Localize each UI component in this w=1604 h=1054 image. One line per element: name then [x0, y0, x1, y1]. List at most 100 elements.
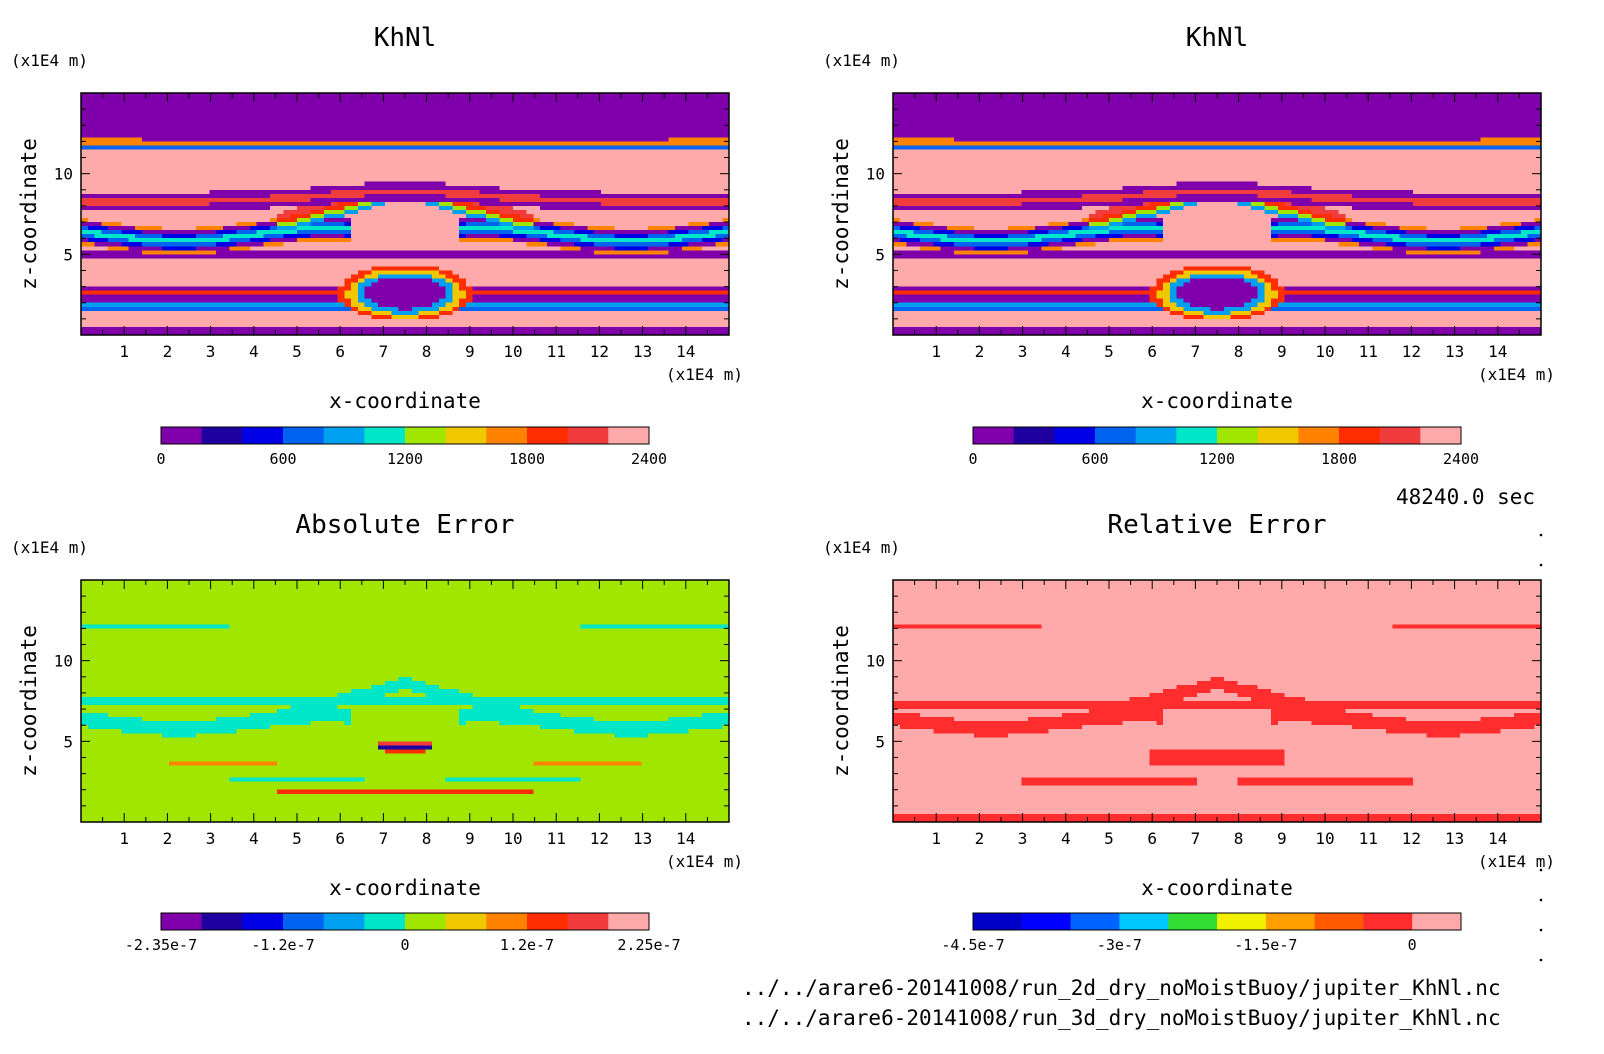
heatmap-cell	[141, 137, 669, 142]
colorbar-swatch	[1013, 427, 1055, 444]
heatmap-cell	[1142, 189, 1292, 195]
heatmap-cell	[378, 278, 433, 284]
heatmap-cell	[1136, 205, 1157, 211]
heatmap-cell	[81, 197, 312, 203]
heatmap-cell	[1412, 189, 1542, 195]
heatmap-cell	[1399, 234, 1427, 239]
heatmap-cell	[1493, 246, 1515, 251]
heatmap-cell	[1250, 282, 1265, 288]
heatmap-cell	[209, 189, 332, 195]
heatmap-cell	[893, 761, 1151, 767]
heatmap-cell	[459, 298, 474, 304]
heatmap-cell	[1095, 209, 1124, 215]
heatmap-cell	[256, 222, 278, 227]
heatmap-cell	[337, 294, 345, 300]
heatmap-cell	[893, 600, 1542, 605]
heatmap-cell	[357, 286, 366, 292]
heatmap-cell	[452, 306, 460, 312]
heatmap-cell	[445, 290, 453, 296]
heatmap-cell	[1264, 290, 1279, 296]
heatmap-cell	[560, 238, 582, 243]
heatmap-cell	[893, 141, 1542, 147]
heatmap-cell	[499, 222, 514, 227]
colorbar-swatch	[242, 913, 284, 930]
colorbar-swatch	[973, 427, 1015, 444]
heatmap-cell	[893, 785, 1542, 791]
heatmap-cell	[81, 306, 352, 312]
heatmap-cell	[1345, 226, 1353, 231]
heatmap-cell	[893, 101, 1542, 106]
heatmap-cell	[290, 705, 339, 710]
heatmap-cell	[364, 193, 447, 199]
heatmap-cell	[1311, 218, 1326, 223]
heatmap-cell	[893, 153, 1542, 159]
heatmap-cell	[1109, 222, 1124, 227]
heatmap-cell	[81, 218, 89, 223]
heatmap-cell	[893, 656, 1542, 662]
heatmap-cell	[587, 226, 615, 231]
heatmap-cell	[465, 209, 487, 215]
x-tick-label: 1	[119, 342, 129, 361]
x-tick-label: 2	[163, 342, 173, 361]
x-axis-label: x-coordinate	[329, 389, 481, 413]
y-tick-label: 10	[866, 652, 885, 671]
heatmap-cell	[371, 306, 399, 312]
heatmap-cell	[1257, 278, 1265, 284]
heatmap-cell	[1156, 214, 1279, 219]
heatmap-cell	[893, 813, 1542, 819]
heatmap-cell	[1271, 302, 1279, 308]
margin-dot	[1539, 958, 1543, 962]
heatmap-cell	[1021, 201, 1144, 207]
heatmap-cell	[472, 201, 480, 207]
heatmap-cell	[681, 246, 703, 251]
heatmap-cells	[893, 93, 1542, 336]
heatmap-cell	[459, 222, 467, 227]
heatmap-cell	[722, 725, 730, 730]
heatmap-cell	[141, 717, 217, 722]
footer-path-2: ../../arare6-20141008/run_3d_dry_noMoist…	[742, 1006, 1501, 1030]
heatmap-cell	[1136, 209, 1157, 215]
heatmap-cell	[893, 306, 1164, 312]
heatmap-cell	[351, 222, 460, 227]
heatmap-cell	[1534, 238, 1542, 243]
heatmap-cell	[1156, 278, 1171, 284]
heatmap-cell	[1149, 749, 1286, 755]
heatmap-cell	[1426, 226, 1461, 231]
heatmap-cell	[1271, 688, 1542, 694]
heatmap-cell	[432, 274, 447, 280]
x-tick-label: 12	[1402, 342, 1421, 361]
heatmap-cell	[351, 306, 359, 312]
x-axis-label: x-coordinate	[1141, 876, 1293, 900]
heatmap-cell	[1257, 684, 1542, 690]
y-unit-label: (x1E4 m)	[11, 538, 88, 557]
heatmap-cell	[324, 209, 345, 215]
heatmap-cell	[162, 234, 197, 239]
heatmap-cell	[81, 616, 730, 621]
heatmap-cell	[1068, 230, 1110, 235]
heatmap-cell	[459, 218, 487, 223]
heatmap-cell	[893, 737, 1542, 742]
heatmap-cell	[81, 157, 730, 163]
heatmap-cell	[648, 234, 676, 239]
heatmap-cell	[893, 749, 1151, 755]
heatmap-cell	[1264, 286, 1272, 292]
heatmap-cell	[722, 218, 730, 223]
heatmap-cell	[81, 757, 730, 763]
heatmap-cell	[216, 250, 595, 255]
x-tick-label: 1	[119, 829, 129, 848]
heatmap-cell	[1082, 193, 1178, 199]
heatmap-cell	[1257, 294, 1265, 300]
heatmap-cell	[337, 692, 386, 698]
heatmap-cell	[81, 805, 730, 811]
heatmap-cell	[1325, 238, 1353, 243]
heatmap-cell	[1358, 234, 1400, 239]
heatmap-cell	[893, 644, 1542, 650]
heatmap-cell	[310, 222, 345, 227]
heatmap-cell	[1237, 201, 1252, 207]
heatmap-cell	[1210, 306, 1225, 312]
heatmap-cell	[81, 588, 730, 593]
colorbar-swatch	[161, 427, 203, 444]
heatmap-cell	[1480, 242, 1502, 247]
heatmap-cell	[438, 270, 453, 276]
